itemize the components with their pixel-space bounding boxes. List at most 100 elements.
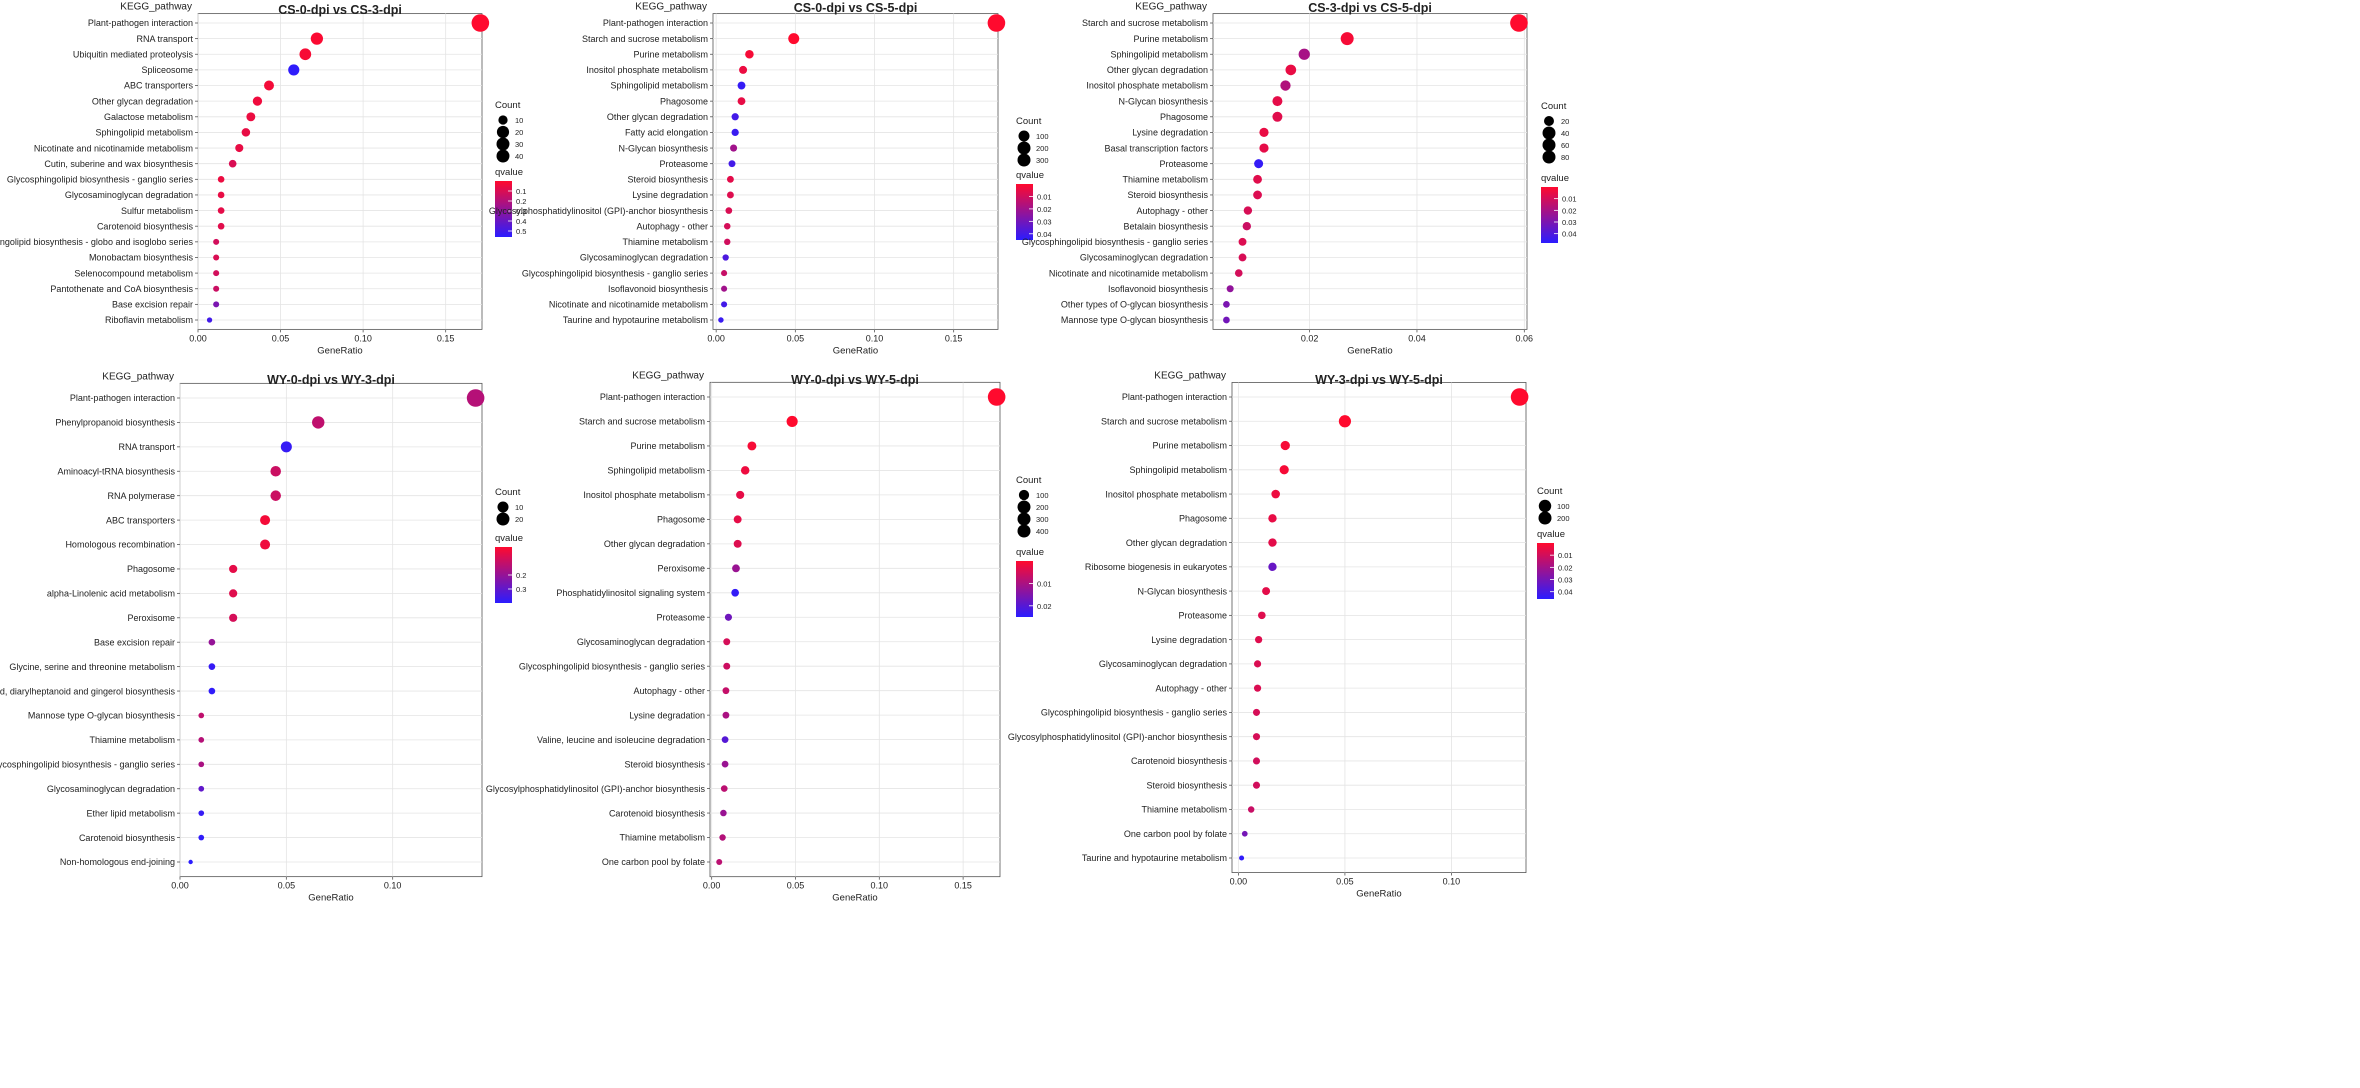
- pathway-label: RNA polymerase: [107, 491, 175, 501]
- data-point: [721, 736, 729, 744]
- data-point: [213, 301, 220, 308]
- data-point: [1223, 316, 1230, 324]
- data-point: [1280, 440, 1290, 451]
- pathway-label: Sphingolipid metabolism: [95, 128, 193, 138]
- data-point: [208, 663, 216, 670]
- x-tick-label: 0.04: [1408, 333, 1426, 343]
- x-axis-title: GeneRatio: [1356, 889, 1401, 900]
- x-axis-title: GeneRatio: [832, 893, 877, 904]
- pathway-label: Inositol phosphate metabolism: [586, 65, 708, 75]
- pathway-label: Glycosylphosphatidylinositol (GPI)-ancho…: [1008, 732, 1228, 742]
- data-point: [1268, 562, 1277, 572]
- data-point: [1252, 757, 1261, 765]
- data-point: [1272, 111, 1283, 122]
- legend-size-dot: [1017, 524, 1031, 538]
- data-point: [1239, 855, 1245, 861]
- data-point: [198, 785, 205, 792]
- pathway-label: Other glycan degradation: [607, 112, 708, 122]
- data-point: [208, 687, 216, 695]
- data-point: [1253, 190, 1262, 200]
- data-point: [288, 64, 300, 76]
- legend-color-label: 0.04: [1558, 588, 1573, 597]
- chart-title: CS-0-dpi vs CS-3-dpi: [278, 3, 402, 17]
- data-point: [722, 711, 730, 719]
- pathway-label: Glycosphingolipid biosynthesis - ganglio…: [1022, 237, 1209, 247]
- data-point: [198, 761, 205, 768]
- data-point: [235, 143, 244, 153]
- pathway-label: Purine metabolism: [630, 441, 705, 451]
- legend-color-label: 0.3: [516, 585, 526, 594]
- data-point: [725, 207, 733, 214]
- data-point: [731, 113, 739, 121]
- data-point: [1268, 538, 1277, 547]
- data-point: [208, 638, 216, 646]
- pathway-label: Ubiquitin mediated proteolysis: [73, 49, 194, 59]
- y-axis-title: KEGG_pathway: [102, 371, 174, 382]
- legend-count-title: Count: [1541, 101, 1567, 112]
- legend-size-dot: [1542, 150, 1556, 164]
- legend-size-label: 200: [1036, 503, 1049, 512]
- legend-size-label: 300: [1036, 156, 1049, 165]
- legend-qvalue-title: qvalue: [495, 533, 523, 544]
- x-tick-label: 0.05: [272, 333, 290, 343]
- dotplot-panel-3: 0.02 0.04 0.06 KEGG_pathway CS-3-dpi vs CS-5…: [1022, 1, 1577, 356]
- data-point: [788, 33, 800, 45]
- pathway-label: Thiamine metabolism: [1141, 805, 1227, 815]
- pathway-label: Autophagy - other: [636, 221, 708, 231]
- pathway-label: Proteasome: [1159, 159, 1208, 169]
- data-point: [217, 207, 225, 214]
- legend-size-label: 20: [515, 128, 523, 137]
- legend-count-title: Count: [495, 487, 521, 498]
- data-point: [733, 539, 742, 548]
- legend-size-label: 100: [1036, 491, 1049, 500]
- y-axis-title: KEGG_pathway: [120, 2, 192, 13]
- x-tick-label: 0.02: [1301, 333, 1319, 343]
- data-point: [213, 238, 220, 245]
- pathway-label: Glycine, serine and threonine metabolism: [9, 662, 175, 672]
- pathway-label: Isoflavonoid biosynthesis: [608, 284, 709, 294]
- pathway-label: Phagosome: [660, 96, 708, 106]
- legend-color-bar: [1016, 561, 1033, 617]
- data-point: [722, 687, 730, 695]
- pathway-label: Sphingolipid metabolism: [610, 81, 708, 91]
- data-point: [726, 175, 734, 183]
- plot-area: [197, 13, 483, 330]
- data-point: [229, 613, 238, 622]
- data-point: [721, 760, 729, 768]
- pathway-label: Nicotinate and nicotinamide metabolism: [1049, 268, 1208, 278]
- x-tick-label: 0.10: [384, 881, 402, 891]
- data-point: [198, 712, 205, 719]
- legend-color-label: 0.03: [1562, 218, 1577, 227]
- pathway-label: Phosphatidylinositol signaling system: [556, 588, 705, 598]
- legend-qvalue-title: qvalue: [1537, 529, 1565, 540]
- pathway-label: Starch and sucrose metabolism: [582, 34, 708, 44]
- data-point: [745, 49, 754, 59]
- pathway-label: Nicotinate and nicotinamide metabolism: [549, 300, 708, 310]
- legend-color-label: 0.01: [1037, 579, 1052, 588]
- pathway-label: Autophagy - other: [1136, 206, 1208, 216]
- x-axis-title: GeneRatio: [833, 345, 878, 356]
- legend-color-bar: [495, 181, 512, 237]
- data-point: [252, 96, 263, 106]
- data-point: [246, 112, 256, 122]
- chart-title: WY-0-dpi vs WY-5-dpi: [791, 373, 919, 387]
- x-tick-label: 0.00: [703, 881, 721, 891]
- legend-size-label: 200: [1557, 514, 1570, 523]
- pathway-label: Glycosphingolipid biosynthesis - ganglio…: [7, 175, 194, 185]
- x-tick-label: 0.15: [954, 881, 972, 891]
- x-axis-title: GeneRatio: [1347, 345, 1392, 356]
- legend-qvalue-title: qvalue: [1016, 547, 1044, 558]
- legend-size-label: 100: [1557, 502, 1570, 511]
- legend-color-label: 0.01: [1037, 192, 1052, 201]
- pathway-label: Lysine degradation: [1132, 128, 1208, 138]
- pathway-label: Lysine degradation: [632, 190, 708, 200]
- x-tick-label: 0.00: [1230, 877, 1248, 887]
- data-point: [213, 254, 220, 261]
- x-tick-label: 0.00: [189, 333, 207, 343]
- pathway-label: Purine metabolism: [1152, 441, 1227, 451]
- legend-color-label: 0.03: [1037, 217, 1052, 226]
- legend-size-label: 20: [1561, 117, 1569, 126]
- legend-color-label: 0.02: [1562, 206, 1577, 215]
- y-axis-title: KEGG_pathway: [1135, 2, 1207, 13]
- pathway-label: RNA transport: [118, 442, 175, 452]
